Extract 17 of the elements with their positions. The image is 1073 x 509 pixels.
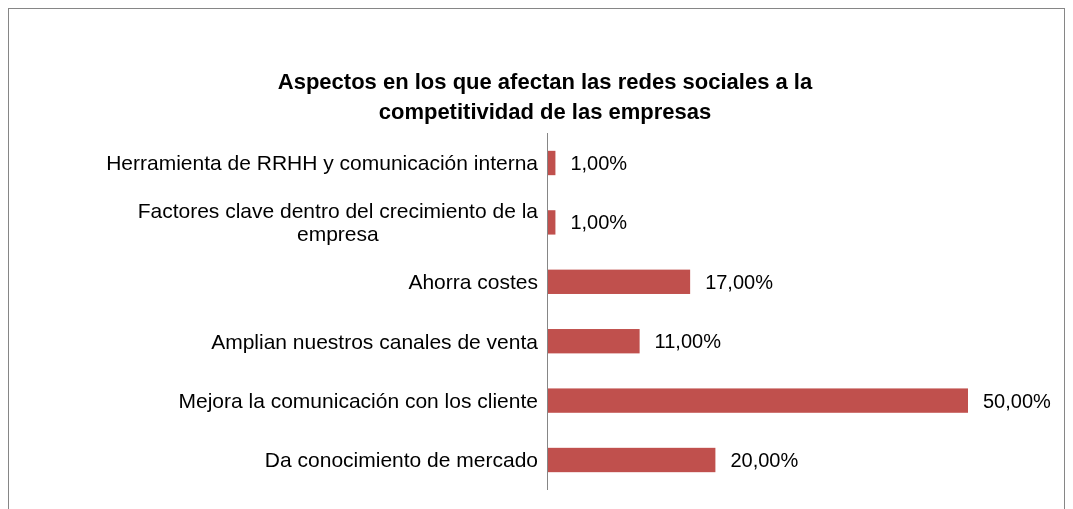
bar: [547, 329, 640, 354]
data-label: 1,00%: [570, 152, 628, 174]
data-label: 11,00%: [654, 330, 722, 353]
bar: [547, 447, 716, 473]
y-tick-label: Mejora la comunicación con los cliente: [178, 388, 538, 412]
data-label: 17,00%: [705, 270, 774, 293]
bar: [547, 269, 691, 294]
bar: [547, 388, 968, 413]
y-tick-label: Amplian nuestros canales de venta: [211, 329, 539, 353]
y-tick-label: Herramienta de RRHH y comunicación interna: [106, 151, 539, 175]
chart-title: Aspectos en los que afectan las redes sociales a la competitividad de las empresas: [277, 69, 813, 124]
data-label: 50,00%: [983, 389, 1052, 412]
y-tick-label: Da conocimiento de mercado: [264, 448, 538, 472]
y-tick-label: Factores clave dentro del crecimiento de la empresa: [137, 199, 539, 246]
data-label: 1,00%: [570, 211, 628, 234]
data-label: 20,00%: [730, 449, 799, 471]
y-tick-label: Ahorra costes: [408, 270, 538, 294]
